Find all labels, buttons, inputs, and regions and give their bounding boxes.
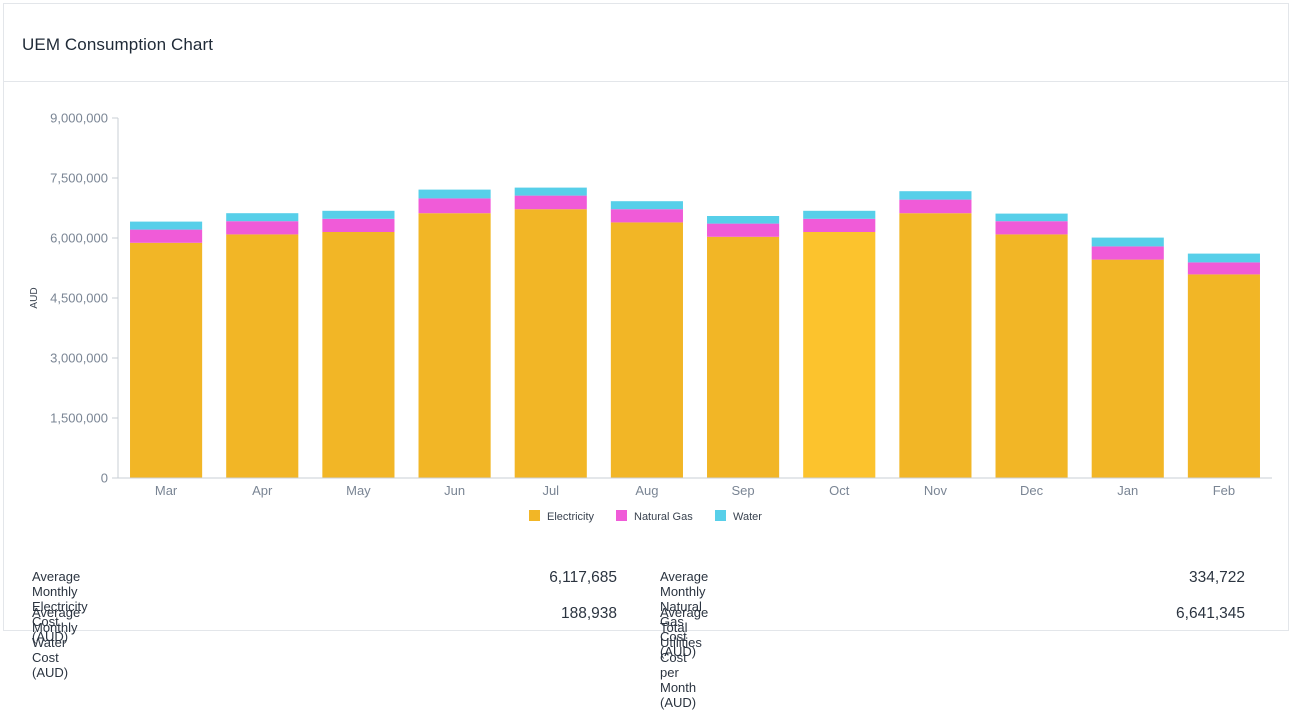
bar-sep-water: [707, 216, 780, 224]
bar-mar-water: [130, 221, 203, 230]
y-tick-label: 1,500,000: [50, 411, 108, 426]
stat-label-total: Average Total Utilities Cost per Month (…: [660, 605, 709, 710]
y-axis: 0 1,500,000 3,000,000 4,500,000 6,000,000 7,5…: [29, 111, 119, 486]
stat-value-total: 6,641,345: [1176, 605, 1245, 622]
y-axis-title: AUD: [29, 287, 40, 308]
bar-feb-natural-gas: [1187, 262, 1260, 275]
bar-apr-electricity: [226, 234, 299, 478]
x-tick-label: Dec: [1020, 483, 1044, 498]
bar-apr-water: [226, 213, 299, 222]
x-tick-label: Apr: [252, 483, 273, 498]
bar-apr-natural-gas: [226, 221, 299, 235]
bar-dec-water: [995, 213, 1068, 222]
x-tick-label: Aug: [635, 483, 658, 498]
y-tick-label: 9,000,000: [50, 111, 108, 126]
bar-aug-natural-gas: [610, 209, 683, 223]
legend-swatch: [616, 510, 627, 521]
y-tick-label: 7,500,000: [50, 171, 108, 186]
x-tick-label: Feb: [1213, 483, 1235, 498]
bar-aug-electricity: [610, 222, 683, 478]
legend-label: Electricity: [547, 511, 595, 523]
legend: Electricity Natural Gas Water: [529, 510, 762, 523]
legend-label: Water: [733, 511, 762, 523]
bars: [130, 187, 1260, 478]
stat-value-natural-gas: 334,722: [1188, 569, 1245, 586]
consumption-chart: 0 1,500,000 3,000,000 4,500,000 6,000,000 7,5…: [29, 111, 1272, 523]
consumption-card: UEM Consumption Chart 0 1,500,000 3,000,00…: [3, 3, 1289, 710]
bar-jun-water: [418, 189, 491, 199]
bar-oct-electricity: [803, 232, 876, 478]
bar-dec-electricity: [995, 234, 1068, 478]
y-tick-label: 6,000,000: [50, 231, 108, 246]
x-tick-label: Jul: [542, 483, 559, 498]
bar-may-electricity: [322, 232, 395, 478]
bar-oct-water: [803, 210, 876, 219]
stat-value-water: 188,938: [560, 605, 617, 622]
bar-dec-natural-gas: [995, 221, 1068, 235]
x-tick-label: Nov: [924, 483, 948, 498]
bar-oct-natural-gas: [803, 218, 876, 232]
bar-nov-water: [899, 191, 972, 200]
bar-sep-natural-gas: [707, 223, 780, 237]
bar-nov-electricity: [899, 213, 972, 478]
legend-swatch: [715, 510, 726, 521]
bar-may-water: [322, 210, 395, 219]
bar-jan-electricity: [1091, 259, 1164, 478]
bar-jul-electricity: [514, 209, 587, 478]
bar-jan-water: [1091, 237, 1164, 247]
bar-feb-electricity: [1187, 274, 1260, 478]
card-header: UEM Consumption Chart: [4, 4, 1288, 82]
bar-aug-water: [610, 201, 683, 210]
x-tick-label: May: [346, 483, 371, 498]
x-tick-label: Jan: [1117, 483, 1138, 498]
stat-label-electricity: Average Monthly Electricity Cost (AUD): [32, 569, 88, 644]
x-axis: Mar Apr May Jun Jul Aug Sep Oct Nov Dec Jan Feb: [118, 477, 1272, 498]
bar-may-natural-gas: [322, 218, 395, 232]
bar-feb-water: [1187, 253, 1260, 263]
bar-jun-natural-gas: [418, 198, 491, 214]
y-tick-label: 0: [101, 471, 108, 486]
stat-value-electricity: 6,117,685: [549, 569, 617, 586]
x-tick-label: Mar: [155, 483, 178, 498]
x-tick-label: Sep: [732, 483, 755, 498]
y-tick-label: 3,000,000: [50, 351, 108, 366]
bar-mar-natural-gas: [130, 229, 203, 243]
bar-jul-water: [514, 187, 587, 196]
y-tick-label: 4,500,000: [50, 291, 108, 306]
legend-swatch: [529, 510, 540, 521]
page-title: UEM Consumption Chart: [22, 35, 214, 54]
legend-label: Natural Gas: [634, 511, 693, 523]
x-tick-label: Jun: [444, 483, 465, 498]
bar-jul-natural-gas: [514, 195, 587, 210]
bar-jun-electricity: [418, 213, 491, 478]
x-tick-label: Oct: [829, 483, 850, 498]
bar-nov-natural-gas: [899, 199, 972, 214]
bar-sep-electricity: [707, 236, 780, 478]
bar-jan-natural-gas: [1091, 246, 1164, 260]
stat-label-water: Average Monthly Water Cost (AUD): [32, 605, 81, 680]
bar-mar-electricity: [130, 242, 203, 478]
